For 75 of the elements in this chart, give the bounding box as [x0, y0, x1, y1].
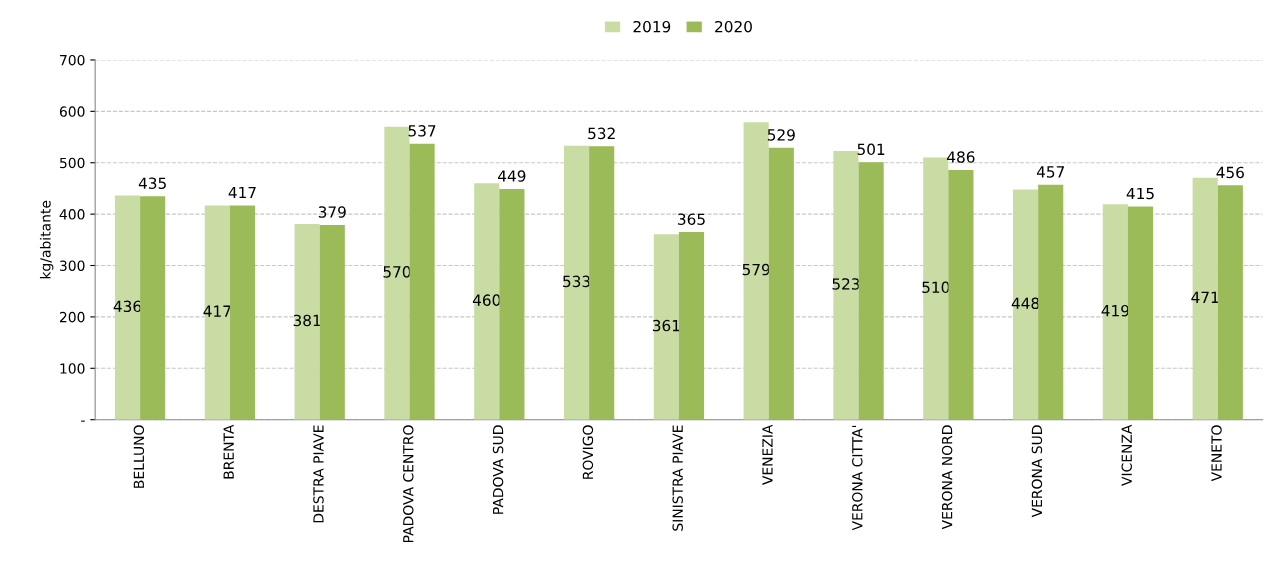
data-label: 529 [767, 129, 795, 141]
y-tick-label: 300 [60, 260, 85, 271]
data-label: 381 [293, 314, 321, 327]
x-tick-label: PADOVA CENTRO [403, 425, 414, 543]
bar [409, 143, 435, 420]
bar [140, 196, 166, 420]
bar [1127, 206, 1154, 420]
x-tick-label: VENETO [1211, 425, 1222, 482]
bar [563, 145, 590, 420]
legend-label: 2019 [633, 20, 671, 33]
bar [294, 223, 320, 420]
x-tick-label: VERONA NORD [941, 425, 953, 530]
bar [923, 157, 949, 420]
data-label: 436 [113, 300, 142, 313]
bar [114, 195, 141, 420]
bar [948, 169, 974, 420]
data-label: 523 [832, 278, 860, 290]
x-tick-label: VICENZA [1121, 424, 1132, 486]
data-label: 456 [1216, 166, 1244, 179]
y-tick-label: 200 [59, 311, 85, 323]
legend-label: 2020 [715, 20, 752, 33]
bar [1012, 189, 1039, 420]
bar [858, 162, 884, 420]
data-label: 570 [383, 266, 411, 278]
bar [319, 224, 345, 420]
bar [384, 126, 410, 420]
data-label: 510 [922, 281, 950, 294]
bar [768, 147, 794, 420]
data-label: 579 [742, 263, 770, 276]
bar [499, 188, 525, 420]
bar [1192, 177, 1218, 420]
data-label: 435 [138, 177, 166, 190]
data-label: 379 [318, 206, 346, 218]
data-label: 457 [1036, 166, 1064, 178]
x-tick-label: BRENTA [223, 424, 234, 479]
bar [1217, 185, 1243, 420]
data-label: 460 [472, 294, 501, 306]
y-tick-label: 400 [59, 209, 85, 220]
data-label: 532 [588, 127, 615, 140]
data-label: 486 [947, 151, 975, 163]
data-label: 365 [678, 213, 705, 225]
data-label: 361 [652, 319, 680, 332]
bar [678, 232, 705, 420]
bar [474, 183, 500, 420]
bar [204, 205, 230, 420]
y-tick-label: 600 [59, 106, 85, 117]
y-tick-label: - [81, 420, 85, 422]
x-tick-label: ROVIGO [582, 425, 594, 479]
bar [589, 146, 615, 420]
x-tick-label: SINISTRA PIAVE [672, 425, 683, 531]
x-tick-label: VENEZIA [762, 424, 773, 485]
data-label: 501 [857, 143, 885, 156]
y-tick-label: 500 [60, 157, 85, 169]
x-tick-label: DESTRA PIAVE [313, 425, 324, 523]
x-tick-label: BELLUNO [133, 425, 145, 488]
x-tick-label: PADOVA SUD [492, 425, 504, 514]
data-label: 417 [228, 186, 256, 199]
bar [1038, 184, 1064, 420]
y-axis-title: kg/abitante [39, 200, 54, 279]
data-label: 471 [1191, 291, 1219, 303]
y-tick-label: 100 [60, 363, 85, 374]
bar [1102, 204, 1128, 420]
data-label: 449 [498, 170, 526, 182]
x-tick-label: VERONA SUD [1031, 425, 1043, 518]
data-label: 448 [1011, 297, 1040, 309]
bar [743, 122, 769, 420]
bar [833, 150, 859, 420]
data-label: 415 [1126, 187, 1154, 200]
x-tick-label: VERONA CITTA' [852, 425, 863, 531]
bar [229, 205, 256, 420]
data-label: 537 [408, 125, 436, 137]
data-label: 533 [563, 275, 590, 288]
data-label: 417 [203, 305, 231, 317]
bar [653, 234, 679, 420]
y-tick-label: 700 [60, 54, 85, 66]
